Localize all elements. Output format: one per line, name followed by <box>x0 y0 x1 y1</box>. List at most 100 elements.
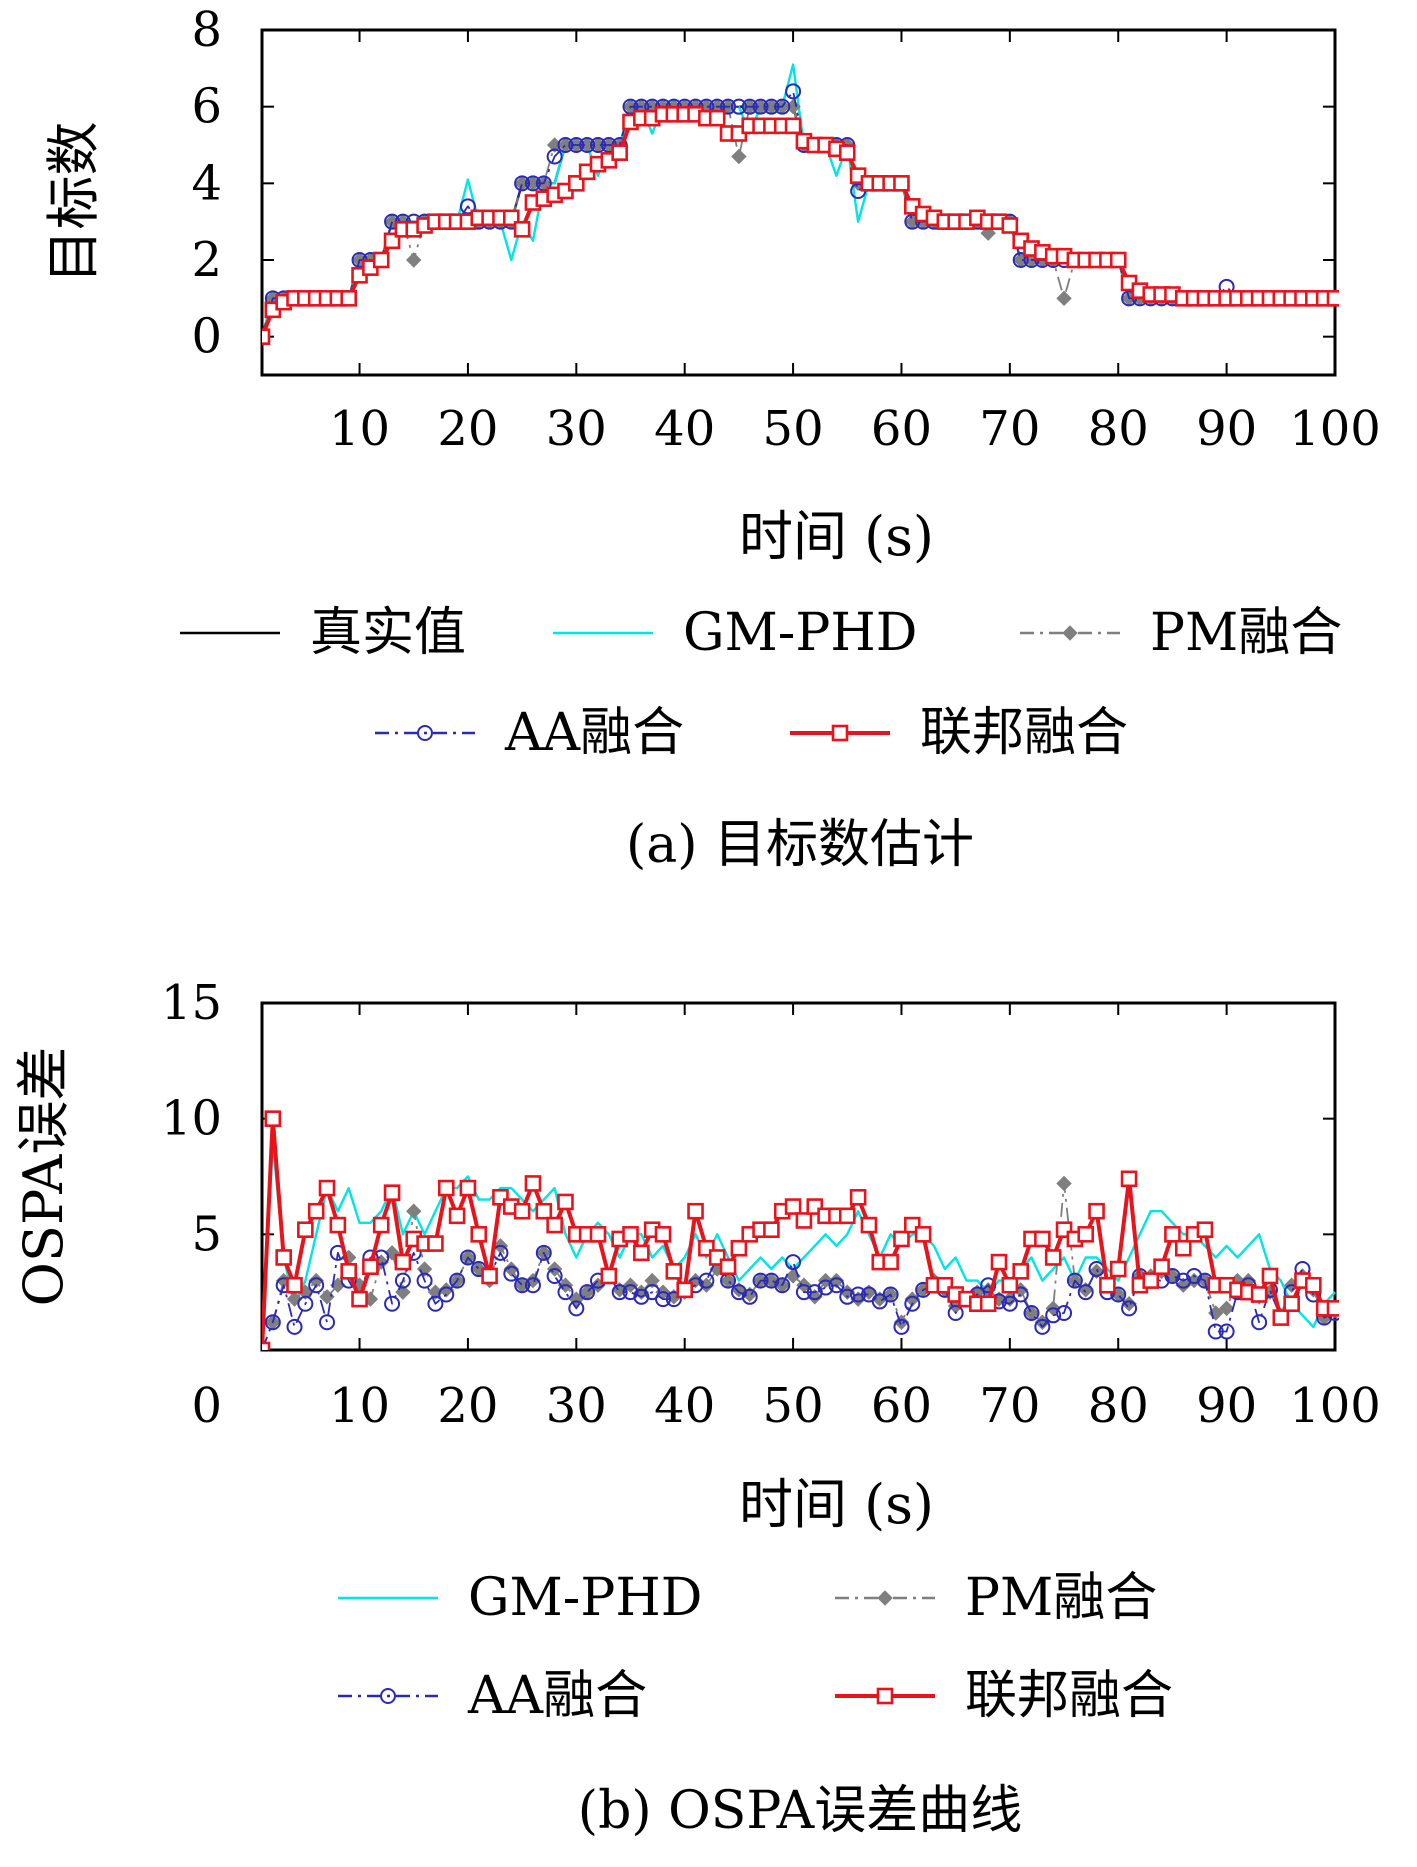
data-point <box>514 175 531 192</box>
data-point <box>437 1179 455 1197</box>
data-point <box>1326 1300 1339 1317</box>
data-point <box>1250 1286 1268 1303</box>
data-point <box>427 1295 444 1312</box>
data-point <box>1196 1221 1214 1239</box>
data-point <box>1077 1284 1094 1301</box>
data-point <box>1207 1323 1224 1340</box>
data-point <box>795 1284 812 1301</box>
legend-item-gm-phd: GM-PHD <box>553 603 917 663</box>
data-point <box>286 1276 303 1294</box>
data-point <box>752 1272 769 1289</box>
legend-marker <box>877 1590 893 1606</box>
x-tick-label: 30 <box>546 1378 607 1434</box>
data-point <box>1120 1170 1138 1188</box>
y-tick-label: 15 <box>161 975 222 1031</box>
data-point <box>546 1267 563 1284</box>
data-point <box>665 1291 682 1308</box>
data-point <box>849 1189 867 1206</box>
data-point <box>589 137 606 153</box>
data-point <box>1023 1304 1040 1321</box>
y-tick-label: 6 <box>191 79 222 135</box>
y-axis-label: OSPA误差 <box>12 1047 75 1307</box>
legend-marker <box>417 725 433 741</box>
y-tick-label: 5 <box>191 1206 222 1262</box>
data-point <box>1056 1304 1073 1321</box>
data-point <box>307 1202 325 1220</box>
data-point <box>611 144 628 161</box>
data-point <box>980 1277 997 1294</box>
data-point <box>1175 1277 1191 1293</box>
data-point <box>503 1261 519 1277</box>
data-point <box>524 1175 542 1192</box>
x-tick-label: 10 <box>329 401 390 457</box>
data-point <box>774 1277 791 1294</box>
data-point <box>611 1284 628 1301</box>
data-point <box>850 1286 867 1303</box>
data-point <box>600 1267 618 1285</box>
data-point <box>406 1203 422 1219</box>
data-point <box>1153 1258 1170 1276</box>
data-point <box>1001 217 1019 234</box>
data-point <box>1261 1267 1279 1285</box>
x-tick-label: 80 <box>1088 401 1149 457</box>
data-point <box>1272 1309 1290 1326</box>
x-tick-label: 50 <box>763 401 824 457</box>
data-point <box>579 137 596 153</box>
legend-marker <box>876 1687 894 1705</box>
data-point <box>362 1258 379 1276</box>
data-point <box>262 328 271 345</box>
x-tick-label: 40 <box>654 401 715 457</box>
series-federated-fusion <box>262 1110 1339 1350</box>
data-point <box>676 1281 693 1299</box>
data-point <box>568 1300 585 1317</box>
data-point <box>340 290 358 307</box>
data-point <box>1218 1323 1235 1340</box>
data-point <box>731 148 747 165</box>
data-point <box>448 1207 466 1225</box>
data-point <box>838 144 856 161</box>
data-point <box>1251 1314 1268 1331</box>
data-point <box>1283 1295 1300 1313</box>
data-point <box>720 98 737 115</box>
data-point <box>1109 251 1127 269</box>
data-point <box>665 1263 683 1280</box>
data-point <box>893 1230 910 1248</box>
data-point <box>514 1277 531 1294</box>
data-point <box>513 1202 531 1220</box>
data-point <box>730 98 747 115</box>
data-point <box>308 1272 324 1289</box>
data-point <box>503 1265 520 1282</box>
data-point <box>904 1295 921 1312</box>
data-point <box>795 1212 813 1229</box>
y-tick-label: 0 <box>191 1378 222 1434</box>
data-point <box>394 1272 411 1289</box>
data-point <box>708 109 726 127</box>
data-point <box>654 1226 672 1243</box>
data-point <box>752 98 769 115</box>
data-point <box>557 1284 574 1301</box>
series-line <box>262 1140 1336 1350</box>
data-point <box>557 1193 574 1211</box>
y-tick-label: 10 <box>161 1091 222 1147</box>
data-point <box>264 1314 281 1331</box>
data-point <box>838 1207 856 1225</box>
data-point <box>698 1272 715 1289</box>
legend-label: PM融合 <box>1150 603 1342 663</box>
data-point <box>579 1284 596 1301</box>
legend-label: AA融合 <box>467 1666 647 1726</box>
data-point <box>459 198 476 215</box>
data-point <box>655 1291 672 1308</box>
data-point <box>1218 1300 1235 1317</box>
data-point <box>275 1249 292 1266</box>
data-point <box>449 1272 466 1289</box>
x-tick-label: 100 <box>1289 401 1381 457</box>
data-point <box>1121 1300 1138 1317</box>
x-tick-label: 70 <box>979 1378 1040 1434</box>
data-point <box>914 1226 932 1243</box>
data-point <box>394 1253 412 1271</box>
data-point <box>340 1263 358 1280</box>
data-point <box>990 1253 1008 1271</box>
x-tick-label: 10 <box>329 1378 390 1434</box>
